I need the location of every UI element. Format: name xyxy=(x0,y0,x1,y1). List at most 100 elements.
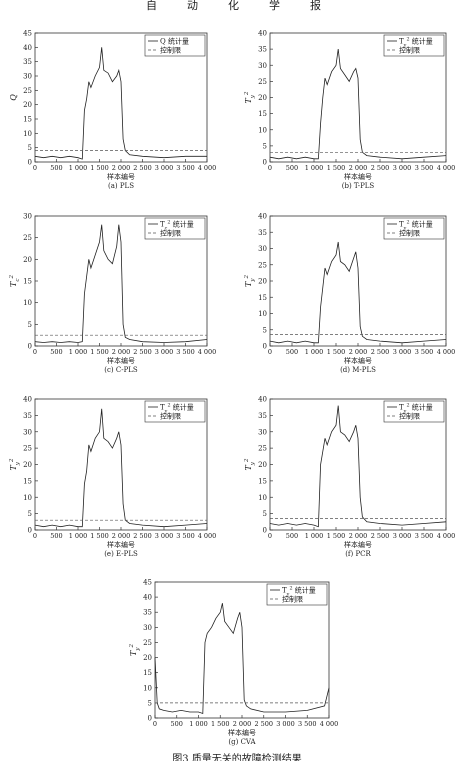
y-tick-label: 5 xyxy=(28,321,32,329)
x-tick-label: 2 500 xyxy=(371,164,390,172)
x-tick-label: 1 500 xyxy=(90,532,109,540)
x-tick-label: 2 000 xyxy=(112,348,131,356)
chart-panel: 0 5 10 15 20 25 30 35 40 45 0 500 1 000 1 500 2 000 2 5… xyxy=(9,30,216,191)
statistic-line xyxy=(269,405,447,528)
y-tick-label: 25 xyxy=(23,445,32,453)
x-axis-label: 样本编号 xyxy=(107,356,135,365)
x-tick-label: 3 500 xyxy=(176,532,195,540)
x-tick-label: 2 500 xyxy=(371,348,390,356)
chart-panel: 0 5 10 15 20 25 30 0 500 1 000 1 500 2 000 2 500 3 00… xyxy=(9,213,216,375)
legend-entry: 控制限 xyxy=(160,412,181,421)
y-tick-label: 30 xyxy=(258,428,267,436)
x-tick-label: 3 000 xyxy=(393,348,412,356)
y-tick-label: 10 xyxy=(23,494,32,502)
y-tick-label: 45 xyxy=(143,579,152,587)
y-tick-label: 0 xyxy=(28,343,32,351)
panel-label: (b) T-PLS xyxy=(342,182,375,190)
y-tick-label: 5 xyxy=(263,510,267,518)
x-tick-label: 1 000 xyxy=(305,348,324,356)
x-tick-label: 0 xyxy=(33,532,37,540)
x-axis-label: 样本编号 xyxy=(344,172,372,181)
x-tick-label: 500 xyxy=(286,348,298,356)
y-tick-label: 35 xyxy=(23,58,32,66)
x-tick-label: 1 000 xyxy=(305,164,324,172)
legend-entry: 控制限 xyxy=(399,229,420,238)
chart-panel: 0 5 10 15 20 25 30 35 40 0 500 1 000 1 500 2 000 2 500… xyxy=(244,213,455,375)
x-tick-label: 2 500 xyxy=(133,348,152,356)
y-tick-label: 5 xyxy=(148,699,152,707)
y-tick-label: 15 xyxy=(258,110,267,118)
x-tick-label: 0 xyxy=(268,532,272,540)
x-tick-label: 2 500 xyxy=(133,532,152,540)
y-tick-label: 20 xyxy=(258,94,267,102)
legend-entry: 控制限 xyxy=(282,595,303,604)
y-tick-label: 30 xyxy=(258,245,267,253)
x-tick-label: 3 000 xyxy=(155,532,174,540)
x-tick-label: 3 500 xyxy=(298,720,317,728)
x-tick-label: 2 000 xyxy=(112,532,131,540)
x-tick-label: 3 500 xyxy=(176,164,195,172)
legend-box xyxy=(383,34,445,57)
legend-box xyxy=(383,217,445,240)
y-tick-label: 10 xyxy=(143,684,152,692)
x-tick-label: 4 000 xyxy=(437,348,456,356)
x-tick-label: 4 000 xyxy=(437,532,456,540)
x-tick-label: 2 500 xyxy=(254,720,273,728)
panel-label: (a) PLS xyxy=(108,182,134,190)
y-tick-label: 10 xyxy=(23,130,32,138)
statistic-line xyxy=(154,603,330,715)
y-tick-label: 25 xyxy=(23,234,32,242)
x-tick-label: 0 xyxy=(153,720,157,728)
x-tick-label: 3 000 xyxy=(276,720,295,728)
x-tick-label: 1 500 xyxy=(327,532,346,540)
y-tick-label: 40 xyxy=(23,396,32,404)
y-tick-label: 25 xyxy=(258,261,267,269)
header-char: 自 xyxy=(146,0,159,12)
x-tick-label: 500 xyxy=(50,164,62,172)
y-axis-label: Ty2 xyxy=(9,458,21,471)
x-tick-label: 2 000 xyxy=(233,720,252,728)
panel-label: (c) C-PLS xyxy=(104,366,138,374)
y-tick-label: 25 xyxy=(143,639,152,647)
header-char: 动 xyxy=(187,0,200,12)
x-axis-label: 样本编号 xyxy=(344,540,372,549)
x-tick-label: 3 000 xyxy=(393,164,412,172)
y-tick-label: 25 xyxy=(258,78,267,86)
y-tick-label: 35 xyxy=(23,412,32,420)
y-tick-label: 10 xyxy=(258,126,267,134)
x-tick-label: 2 000 xyxy=(349,164,368,172)
y-tick-label: 0 xyxy=(263,159,267,167)
y-tick-label: 30 xyxy=(143,624,152,632)
x-tick-label: 1 000 xyxy=(69,532,88,540)
figure-caption: 图3 质量无关的故障检测结果 xyxy=(172,754,302,761)
y-tick-label: 25 xyxy=(23,87,32,95)
x-tick-label: 4 000 xyxy=(198,164,217,172)
y-tick-label: 30 xyxy=(23,73,32,81)
y-tick-label: 40 xyxy=(23,44,32,52)
y-axis-label: Q xyxy=(9,94,18,101)
legend-box xyxy=(144,217,206,240)
x-axis-label: 样本编号 xyxy=(107,172,135,181)
statistic-line xyxy=(34,224,208,343)
y-tick-label: 0 xyxy=(28,159,32,167)
x-tick-label: 2 000 xyxy=(349,532,368,540)
x-tick-label: 1 500 xyxy=(327,348,346,356)
y-tick-label: 35 xyxy=(143,609,152,617)
journal-header: 自 动 化 学 报 xyxy=(0,0,474,14)
header-char: 报 xyxy=(310,0,323,12)
panel-label: (f) PCR xyxy=(345,550,371,558)
y-tick-label: 10 xyxy=(258,310,267,318)
y-tick-label: 0 xyxy=(28,527,32,535)
y-tick-label: 30 xyxy=(258,62,267,70)
x-tick-label: 1 000 xyxy=(69,164,88,172)
y-tick-label: 10 xyxy=(258,494,267,502)
y-tick-label: 20 xyxy=(143,654,152,662)
x-tick-label: 3 500 xyxy=(415,164,434,172)
y-axis-label: Tc2 xyxy=(9,275,21,287)
x-tick-label: 0 xyxy=(268,348,272,356)
statistic-line xyxy=(269,49,447,160)
statistic-line xyxy=(34,408,208,528)
x-tick-label: 3 500 xyxy=(176,348,195,356)
y-tick-label: 0 xyxy=(148,715,152,723)
